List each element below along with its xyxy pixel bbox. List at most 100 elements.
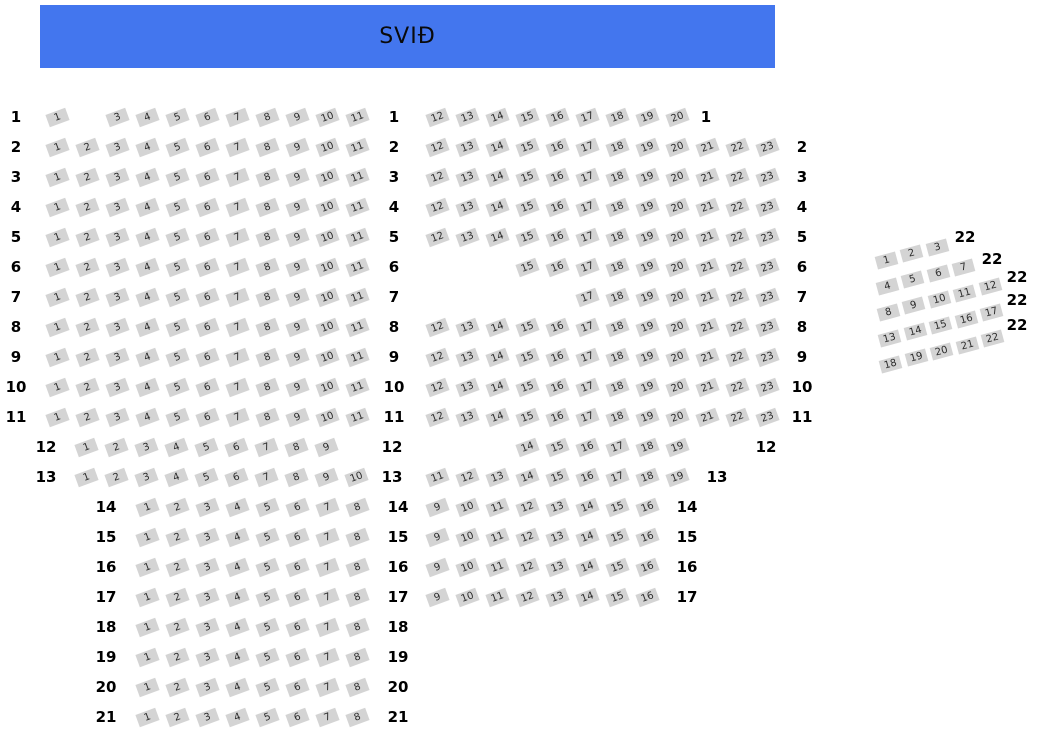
seat[interactable]: 8	[254, 287, 280, 307]
seat[interactable]: 16	[954, 310, 978, 329]
seat[interactable]: 6	[284, 527, 310, 547]
seat[interactable]: 11	[953, 284, 977, 303]
seat[interactable]: 9	[902, 296, 926, 315]
seat[interactable]: 6	[284, 617, 310, 637]
seat[interactable]: 1	[134, 677, 160, 697]
seat[interactable]: 15	[514, 227, 540, 247]
seat[interactable]: 6	[194, 407, 220, 427]
seat[interactable]: 19	[664, 467, 690, 487]
seat[interactable]: 17	[574, 377, 600, 397]
seat[interactable]: 16	[574, 467, 600, 487]
seat[interactable]: 8	[283, 437, 309, 457]
seat[interactable]: 16	[544, 227, 570, 247]
seat[interactable]: 8	[254, 197, 280, 217]
seat[interactable]: 12	[424, 377, 450, 397]
seat[interactable]: 10	[454, 557, 480, 577]
seat[interactable]: 18	[604, 107, 630, 127]
seat[interactable]: 10	[314, 137, 340, 157]
seat[interactable]: 21	[694, 287, 720, 307]
seat[interactable]: 14	[484, 377, 510, 397]
seat[interactable]: 5	[254, 617, 280, 637]
seat[interactable]: 9	[313, 467, 339, 487]
seat[interactable]: 10	[314, 227, 340, 247]
seat[interactable]: 6	[194, 227, 220, 247]
seat[interactable]: 14	[484, 107, 510, 127]
seat[interactable]: 10	[314, 287, 340, 307]
seat[interactable]: 5	[193, 467, 219, 487]
seat[interactable]: 7	[314, 617, 340, 637]
seat[interactable]: 6	[926, 264, 951, 283]
seat[interactable]: 1	[44, 287, 70, 307]
seat[interactable]: 22	[724, 257, 750, 277]
seat[interactable]: 19	[634, 197, 660, 217]
seat[interactable]: 19	[634, 257, 660, 277]
seat[interactable]: 4	[163, 467, 189, 487]
seat[interactable]: 7	[314, 587, 340, 607]
seat[interactable]: 18	[634, 467, 660, 487]
seat[interactable]: 3	[194, 677, 220, 697]
seat[interactable]: 13	[454, 317, 480, 337]
seat[interactable]: 11	[344, 317, 370, 337]
seat[interactable]: 19	[634, 107, 660, 127]
seat[interactable]: 15	[514, 257, 540, 277]
seat[interactable]: 12	[424, 137, 450, 157]
seat[interactable]: 15	[604, 527, 630, 547]
seat[interactable]: 7	[224, 197, 250, 217]
seat[interactable]: 6	[284, 557, 310, 577]
seat[interactable]: 7	[951, 258, 976, 277]
seat[interactable]: 3	[133, 467, 159, 487]
seat[interactable]: 20	[664, 407, 690, 427]
seat[interactable]: 5	[900, 270, 925, 289]
seat[interactable]: 4	[134, 167, 160, 187]
seat[interactable]: 8	[254, 227, 280, 247]
seat[interactable]: 12	[424, 107, 450, 127]
seat[interactable]: 9	[424, 497, 450, 517]
seat[interactable]: 1	[134, 707, 160, 727]
seat[interactable]: 20	[664, 107, 690, 127]
seat[interactable]: 8	[344, 497, 370, 517]
seat[interactable]: 12	[424, 197, 450, 217]
seat[interactable]: 14	[514, 437, 540, 457]
seat[interactable]: 13	[544, 527, 570, 547]
seat[interactable]: 16	[544, 317, 570, 337]
seat[interactable]: 1	[134, 647, 160, 667]
seat[interactable]: 4	[224, 707, 250, 727]
seat[interactable]: 9	[284, 347, 310, 367]
seat[interactable]: 18	[604, 167, 630, 187]
seat[interactable]: 12	[424, 317, 450, 337]
seat[interactable]: 18	[604, 377, 630, 397]
seat[interactable]: 14	[574, 527, 600, 547]
seat[interactable]: 2	[164, 557, 190, 577]
seat[interactable]: 7	[224, 287, 250, 307]
seat[interactable]: 4	[134, 137, 160, 157]
seat[interactable]: 2	[899, 244, 924, 263]
seat[interactable]: 20	[664, 167, 690, 187]
seat[interactable]: 13	[544, 497, 570, 517]
seat[interactable]: 20	[664, 317, 690, 337]
seat[interactable]: 18	[604, 257, 630, 277]
seat[interactable]: 5	[164, 257, 190, 277]
seat[interactable]: 6	[223, 437, 249, 457]
seat[interactable]: 9	[284, 167, 310, 187]
seat[interactable]: 8	[344, 647, 370, 667]
seat[interactable]: 9	[284, 227, 310, 247]
seat[interactable]: 8	[254, 107, 280, 127]
seat[interactable]: 20	[664, 137, 690, 157]
seat[interactable]: 21	[694, 197, 720, 217]
seat[interactable]: 17	[574, 257, 600, 277]
seat[interactable]: 15	[514, 167, 540, 187]
seat[interactable]: 2	[74, 257, 100, 277]
seat[interactable]: 18	[604, 137, 630, 157]
seat[interactable]: 2	[74, 137, 100, 157]
seat[interactable]: 6	[284, 677, 310, 697]
seat[interactable]: 13	[877, 329, 902, 347]
seat[interactable]: 14	[574, 497, 600, 517]
seat[interactable]: 9	[284, 137, 310, 157]
seat[interactable]: 2	[103, 467, 129, 487]
seat[interactable]: 4	[875, 277, 900, 295]
seat[interactable]: 6	[223, 467, 249, 487]
seat[interactable]: 7	[253, 467, 279, 487]
seat[interactable]: 16	[574, 437, 600, 457]
seat[interactable]: 11	[424, 467, 450, 487]
seat[interactable]: 6	[194, 167, 220, 187]
